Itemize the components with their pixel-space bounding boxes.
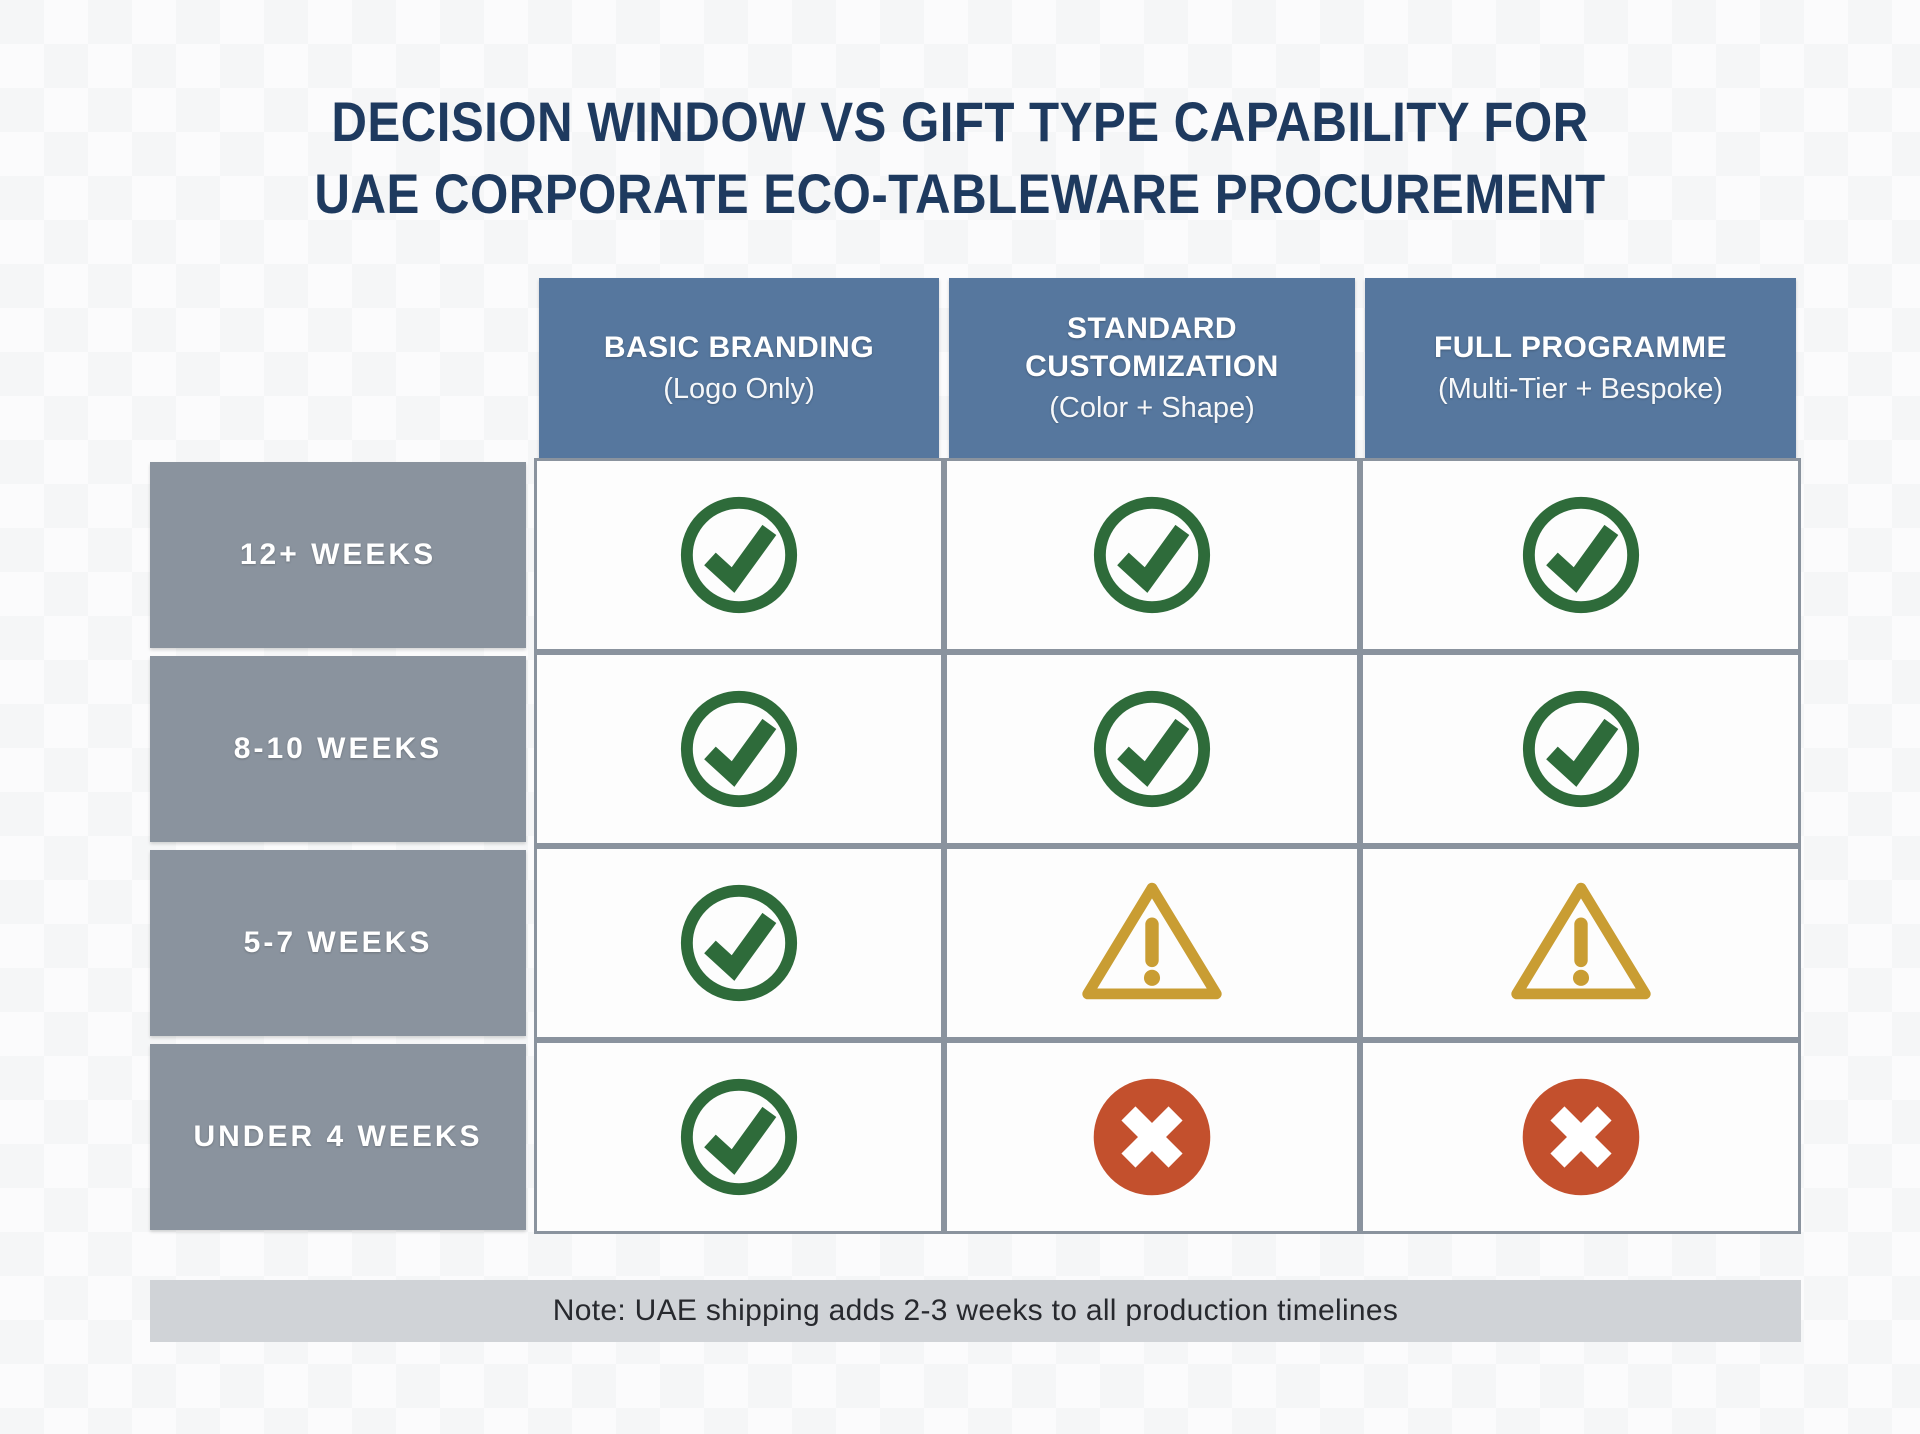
cross-circle-icon: [1519, 1075, 1643, 1199]
matrix-cell: [1360, 458, 1801, 652]
matrix-cell: [534, 652, 944, 846]
row-header-label: 12+ WEEKS: [239, 538, 437, 571]
matrix-cell: [1360, 652, 1801, 846]
column-header-basic-branding: BASIC BRANDING (Logo Only): [539, 278, 939, 458]
page-title: DECISION WINDOW VS GIFT TYPE CAPABILITY …: [115, 86, 1805, 230]
check-circle-icon: [673, 489, 805, 621]
matrix-cell: [944, 846, 1360, 1040]
matrix-cell: [944, 1040, 1360, 1234]
note-text: Note: UAE shipping adds 2-3 weeks to all…: [552, 1294, 1399, 1327]
matrix-cell: [534, 1040, 944, 1234]
row-header-label: UNDER 4 WEEKS: [193, 1120, 483, 1153]
column-header-subtitle: (Logo Only): [663, 373, 815, 405]
check-circle-icon: [673, 877, 805, 1009]
note-bar: Note: UAE shipping adds 2-3 weeks to all…: [150, 1280, 1801, 1342]
column-header-standard-customization: STANDARD CUSTOMIZATION (Color + Shape): [949, 278, 1355, 458]
capability-matrix: BASIC BRANDING (Logo Only) STANDARD CUST…: [150, 278, 1801, 1234]
check-circle-icon: [1086, 489, 1218, 621]
check-circle-icon: [673, 1071, 805, 1203]
row-header-12-plus-weeks: 12+ WEEKS: [150, 462, 526, 648]
column-header-title: STANDARD CUSTOMIZATION: [1025, 312, 1279, 383]
warning-triangle-icon: [1077, 876, 1227, 1010]
column-header-title: BASIC BRANDING: [603, 331, 875, 364]
warning-triangle-icon: [1506, 876, 1656, 1010]
row-header-8-10-weeks: 8-10 WEEKS: [150, 656, 526, 842]
column-header-subtitle: (Color + Shape): [1049, 392, 1255, 424]
row-header-5-7-weeks: 5-7 WEEKS: [150, 850, 526, 1036]
matrix-cell: [534, 846, 944, 1040]
column-header-title: FULL PROGRAMME: [1433, 331, 1728, 364]
row-header-under-4-weeks: UNDER 4 WEEKS: [150, 1044, 526, 1230]
matrix-cell: [1360, 1040, 1801, 1234]
row-header-label: 5-7 WEEKS: [243, 926, 433, 959]
matrix-cell: [1360, 846, 1801, 1040]
row-header-label: 8-10 WEEKS: [233, 732, 443, 765]
page-title-line-1: DECISION WINDOW VS GIFT TYPE CAPABILITY …: [331, 90, 1589, 153]
check-circle-icon: [1515, 683, 1647, 815]
page-title-line-2: UAE CORPORATE ECO-TABLEWARE PROCUREMENT: [314, 162, 1606, 225]
corner-spacer: [150, 278, 534, 458]
check-circle-icon: [673, 683, 805, 815]
check-circle-icon: [1515, 489, 1647, 621]
matrix-cell: [944, 458, 1360, 652]
check-circle-icon: [1086, 683, 1218, 815]
column-header-subtitle: (Multi-Tier + Bespoke): [1438, 373, 1723, 405]
cross-circle-icon: [1090, 1075, 1214, 1199]
matrix-cell: [534, 458, 944, 652]
column-header-full-programme: FULL PROGRAMME (Multi-Tier + Bespoke): [1365, 278, 1796, 458]
matrix-cell: [944, 652, 1360, 846]
